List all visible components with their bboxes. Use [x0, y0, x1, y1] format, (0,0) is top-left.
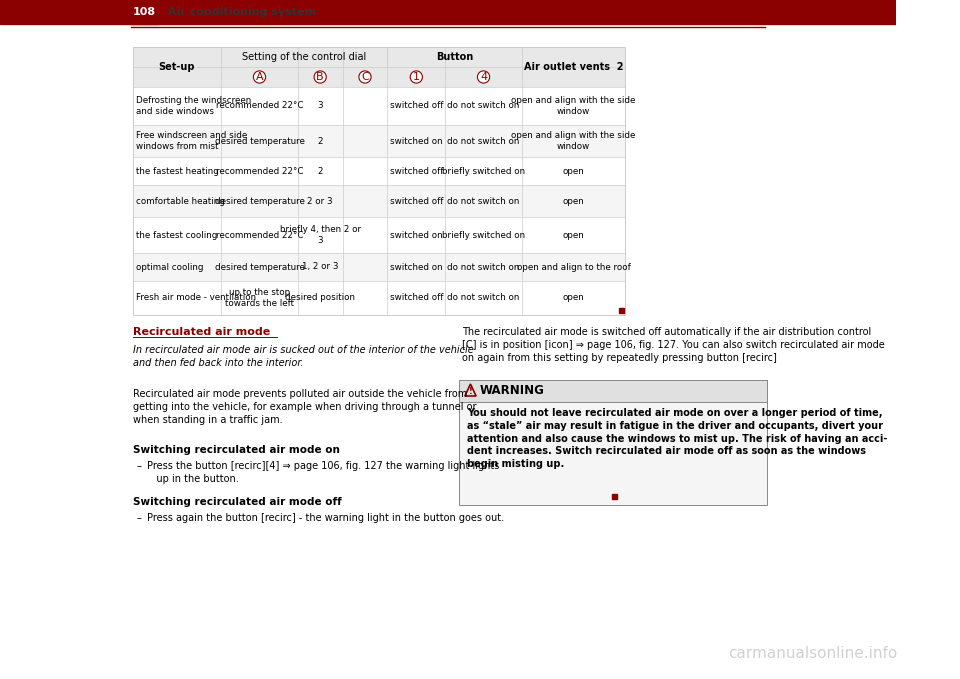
- Bar: [132, 253, 625, 281]
- Text: optimal cooling: optimal cooling: [136, 263, 204, 272]
- Text: recommended 22°C: recommended 22°C: [216, 101, 303, 111]
- Text: 2: 2: [318, 136, 323, 145]
- Text: open: open: [563, 293, 585, 303]
- Text: do not switch on: do not switch on: [447, 196, 519, 206]
- Text: Air outlet vents  2: Air outlet vents 2: [524, 62, 623, 72]
- Text: Switching recirculated air mode off: Switching recirculated air mode off: [132, 497, 342, 507]
- Text: desired temperature: desired temperature: [215, 263, 304, 272]
- Text: do not switch on: do not switch on: [447, 293, 519, 303]
- Text: A: A: [255, 72, 263, 82]
- Text: open and align with the side
window: open and align with the side window: [512, 96, 636, 116]
- Text: Setting of the control dial: Setting of the control dial: [242, 52, 367, 62]
- Text: open and align with the side
window: open and align with the side window: [512, 131, 636, 151]
- Text: 1: 1: [413, 72, 420, 82]
- Bar: [132, 67, 625, 87]
- Text: do not switch on: do not switch on: [447, 101, 519, 111]
- Text: briefly switched on: briefly switched on: [442, 230, 525, 240]
- Text: Press again the button [recirc] - the warning light in the button goes out.: Press again the button [recirc] - the wa…: [148, 513, 505, 523]
- Text: open and align to the roof: open and align to the roof: [516, 263, 631, 272]
- Bar: [132, 87, 625, 125]
- Text: Air conditioning system: Air conditioning system: [168, 7, 316, 17]
- Text: 4: 4: [480, 72, 487, 82]
- Text: –: –: [136, 513, 141, 523]
- Text: comfortable heating: comfortable heating: [136, 196, 226, 206]
- Bar: [0, 0, 896, 24]
- Text: WARNING: WARNING: [480, 384, 544, 397]
- Text: 108: 108: [133, 7, 156, 17]
- Bar: [132, 125, 625, 157]
- Text: desired temperature: desired temperature: [215, 136, 304, 145]
- Bar: [131, 0, 158, 24]
- Bar: [132, 157, 625, 185]
- Text: Recirculated air mode prevents polluted air outside the vehicle from
getting int: Recirculated air mode prevents polluted …: [132, 389, 476, 426]
- Bar: [132, 281, 625, 315]
- Text: Fresh air mode - ventilation: Fresh air mode - ventilation: [136, 293, 256, 303]
- Text: do not switch on: do not switch on: [447, 263, 519, 272]
- Text: carmanualsonline.info: carmanualsonline.info: [728, 646, 898, 661]
- Text: 2 or 3: 2 or 3: [307, 196, 333, 206]
- Bar: [132, 47, 625, 315]
- Bar: [619, 308, 624, 313]
- Text: briefly switched on: briefly switched on: [442, 166, 525, 175]
- Text: the fastest heating: the fastest heating: [136, 166, 219, 175]
- Text: switched on: switched on: [390, 230, 443, 240]
- Bar: [612, 494, 617, 499]
- Text: You should not leave recirculated air mode on over a longer period of time,
as “: You should not leave recirculated air mo…: [467, 408, 887, 469]
- Text: Set-up: Set-up: [158, 62, 195, 72]
- Text: 3: 3: [318, 101, 323, 111]
- Text: Button: Button: [436, 52, 473, 62]
- Bar: [132, 47, 625, 67]
- Text: B: B: [317, 72, 324, 82]
- Text: desired position: desired position: [285, 293, 355, 303]
- Text: switched off: switched off: [390, 196, 443, 206]
- Bar: [132, 217, 625, 253]
- Text: The recirculated air mode is switched off automatically if the air distribution : The recirculated air mode is switched of…: [462, 327, 885, 363]
- Text: 1, 2 or 3: 1, 2 or 3: [302, 263, 339, 272]
- Text: do not switch on: do not switch on: [447, 136, 519, 145]
- Text: Defrosting the windscreen
and side windows: Defrosting the windscreen and side windo…: [136, 96, 252, 116]
- Text: –: –: [136, 461, 141, 471]
- Text: open: open: [563, 166, 585, 175]
- Text: recommended 22°C: recommended 22°C: [216, 166, 303, 175]
- Text: recommended 22°C: recommended 22°C: [216, 230, 303, 240]
- Text: switched on: switched on: [390, 263, 443, 272]
- Text: open: open: [563, 196, 585, 206]
- Text: the fastest cooling: the fastest cooling: [136, 230, 218, 240]
- Text: Press the button [recirc][4] ⇒ page 106, fig. 127 the warning light lights
   up: Press the button [recirc][4] ⇒ page 106,…: [148, 461, 500, 484]
- Text: switched off: switched off: [390, 293, 443, 303]
- Text: briefly 4, then 2 or
3: briefly 4, then 2 or 3: [279, 225, 361, 245]
- Text: desired temperature: desired temperature: [215, 196, 304, 206]
- Text: switched on: switched on: [390, 136, 443, 145]
- Text: switched off: switched off: [390, 166, 443, 175]
- Text: Free windscreen and side
windows from mist: Free windscreen and side windows from mi…: [136, 131, 248, 151]
- Text: Recirculated air mode: Recirculated air mode: [132, 327, 270, 337]
- Text: !: !: [468, 387, 472, 396]
- Bar: [459, 380, 767, 505]
- Text: 2: 2: [318, 166, 323, 175]
- Bar: [132, 185, 625, 217]
- Text: C: C: [361, 72, 369, 82]
- Text: In recirculated air mode air is sucked out of the interior of the vehicle
and th: In recirculated air mode air is sucked o…: [132, 345, 473, 368]
- Text: up to the stop
towards the left: up to the stop towards the left: [225, 288, 294, 308]
- Bar: [459, 380, 767, 402]
- Text: Switching recirculated air mode on: Switching recirculated air mode on: [132, 445, 340, 455]
- Text: open: open: [563, 230, 585, 240]
- Text: switched off: switched off: [390, 101, 443, 111]
